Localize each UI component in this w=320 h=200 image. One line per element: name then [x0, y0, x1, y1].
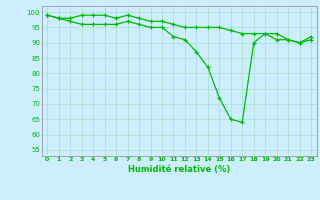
X-axis label: Humidité relative (%): Humidité relative (%): [128, 165, 230, 174]
